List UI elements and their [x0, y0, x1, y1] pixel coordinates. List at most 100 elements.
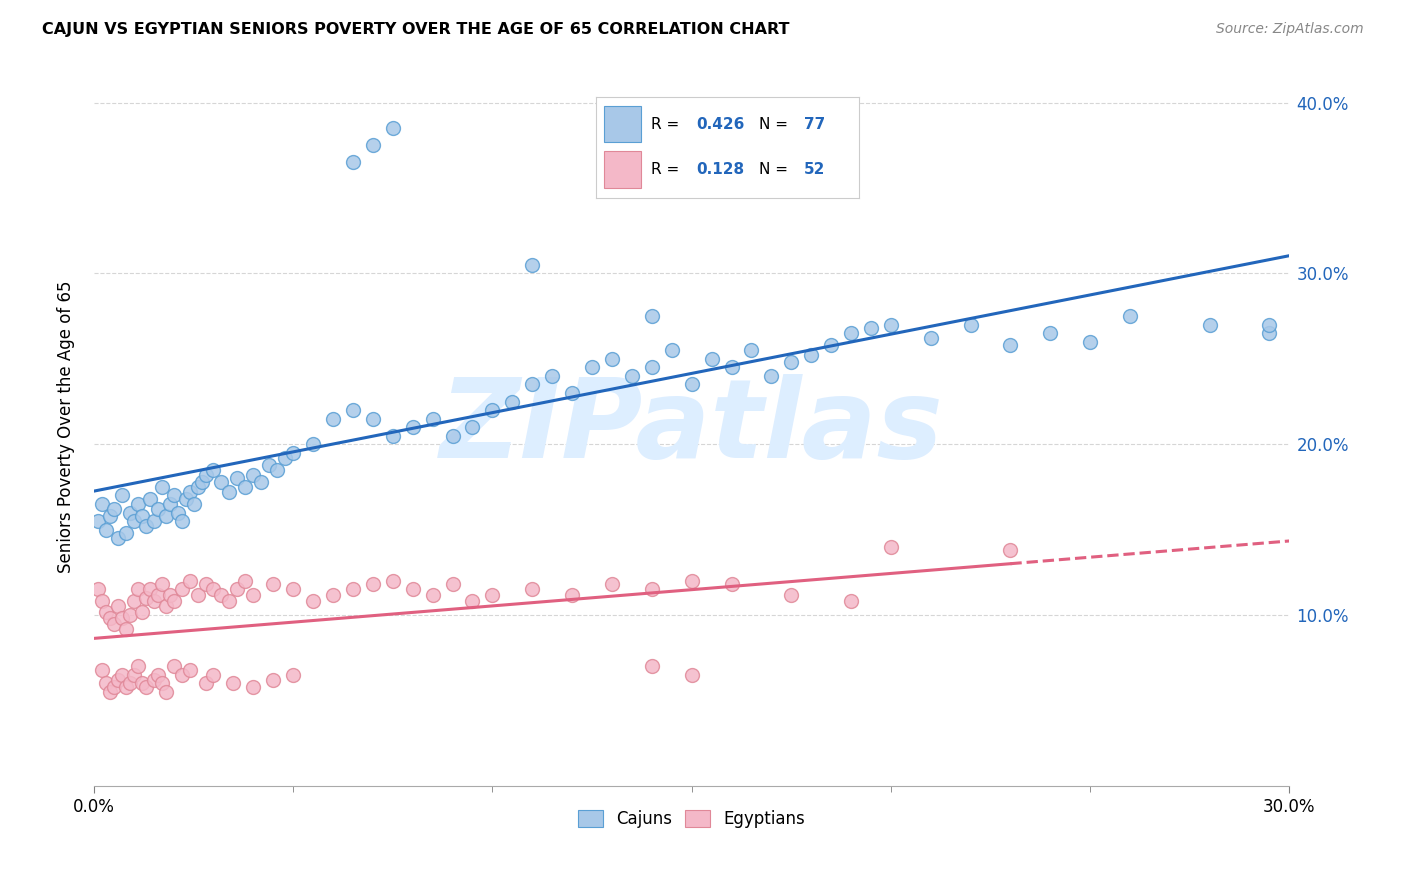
Point: [98, 685, 121, 699]
Point: [150, 577, 173, 591]
Point: [481, 587, 503, 601]
Y-axis label: Seniors Poverty Over the Age of 65: Seniors Poverty Over the Age of 65: [58, 281, 75, 574]
Point: [94, 676, 117, 690]
Text: ZIPatlas: ZIPatlas: [440, 374, 943, 481]
Point: [283, 582, 305, 597]
Point: [218, 594, 240, 608]
Point: [422, 587, 444, 601]
Point: [262, 673, 284, 687]
Point: [641, 309, 664, 323]
Point: [1258, 326, 1281, 341]
Point: [880, 318, 903, 332]
Point: [127, 659, 149, 673]
Point: [118, 506, 141, 520]
Point: [561, 587, 583, 601]
Point: [166, 506, 188, 520]
Point: [361, 577, 384, 591]
Point: [720, 360, 742, 375]
Point: [302, 594, 325, 608]
Legend: Cajuns, Egyptians: Cajuns, Egyptians: [571, 804, 813, 835]
Point: [131, 676, 153, 690]
Point: [235, 574, 257, 588]
Point: [461, 594, 484, 608]
Point: [700, 351, 723, 366]
Point: [107, 673, 129, 687]
Point: [142, 514, 165, 528]
Point: [522, 377, 544, 392]
Point: [761, 368, 783, 383]
Point: [114, 680, 136, 694]
Point: [194, 467, 217, 482]
Point: [170, 582, 193, 597]
Point: [740, 343, 762, 358]
Point: [103, 680, 125, 694]
Point: [162, 488, 184, 502]
Point: [142, 594, 165, 608]
Point: [138, 491, 160, 506]
Point: [90, 594, 112, 608]
Point: [262, 577, 284, 591]
Point: [194, 577, 217, 591]
Point: [209, 587, 232, 601]
Point: [155, 685, 177, 699]
Point: [103, 502, 125, 516]
Point: [159, 587, 181, 601]
Point: [150, 676, 173, 690]
Point: [720, 577, 742, 591]
Point: [661, 343, 683, 358]
Text: CAJUN VS EGYPTIAN SENIORS POVERTY OVER THE AGE OF 65 CORRELATION CHART: CAJUN VS EGYPTIAN SENIORS POVERTY OVER T…: [42, 22, 790, 37]
Point: [461, 420, 484, 434]
Point: [641, 360, 664, 375]
Point: [122, 667, 145, 681]
Point: [1078, 334, 1101, 349]
Point: [839, 594, 862, 608]
Point: [780, 355, 803, 369]
Point: [122, 594, 145, 608]
Point: [522, 258, 544, 272]
Point: [250, 475, 273, 489]
Point: [1258, 318, 1281, 332]
Point: [381, 121, 404, 136]
Point: [174, 491, 197, 506]
Point: [600, 351, 623, 366]
Point: [142, 673, 165, 687]
Point: [322, 587, 344, 601]
Point: [146, 502, 169, 516]
Point: [780, 587, 803, 601]
Point: [87, 514, 110, 528]
Point: [800, 348, 823, 362]
Point: [641, 582, 664, 597]
Point: [859, 321, 882, 335]
Point: [561, 386, 583, 401]
Point: [1119, 309, 1142, 323]
Point: [402, 582, 425, 597]
Point: [441, 428, 464, 442]
Point: [146, 667, 169, 681]
Point: [522, 582, 544, 597]
Point: [131, 605, 153, 619]
Point: [94, 605, 117, 619]
Point: [107, 531, 129, 545]
Point: [361, 411, 384, 425]
Point: [681, 377, 703, 392]
Point: [342, 582, 364, 597]
Text: Source: ZipAtlas.com: Source: ZipAtlas.com: [1216, 22, 1364, 37]
Point: [155, 599, 177, 614]
Point: [98, 508, 121, 523]
Point: [441, 577, 464, 591]
Point: [1039, 326, 1062, 341]
Point: [146, 587, 169, 601]
Point: [114, 526, 136, 541]
Point: [114, 622, 136, 636]
Point: [138, 582, 160, 597]
Point: [202, 582, 225, 597]
Point: [600, 577, 623, 591]
Point: [159, 497, 181, 511]
Point: [135, 519, 157, 533]
Point: [90, 497, 112, 511]
Point: [155, 508, 177, 523]
Point: [266, 463, 288, 477]
Point: [820, 338, 842, 352]
Point: [641, 659, 664, 673]
Point: [170, 514, 193, 528]
